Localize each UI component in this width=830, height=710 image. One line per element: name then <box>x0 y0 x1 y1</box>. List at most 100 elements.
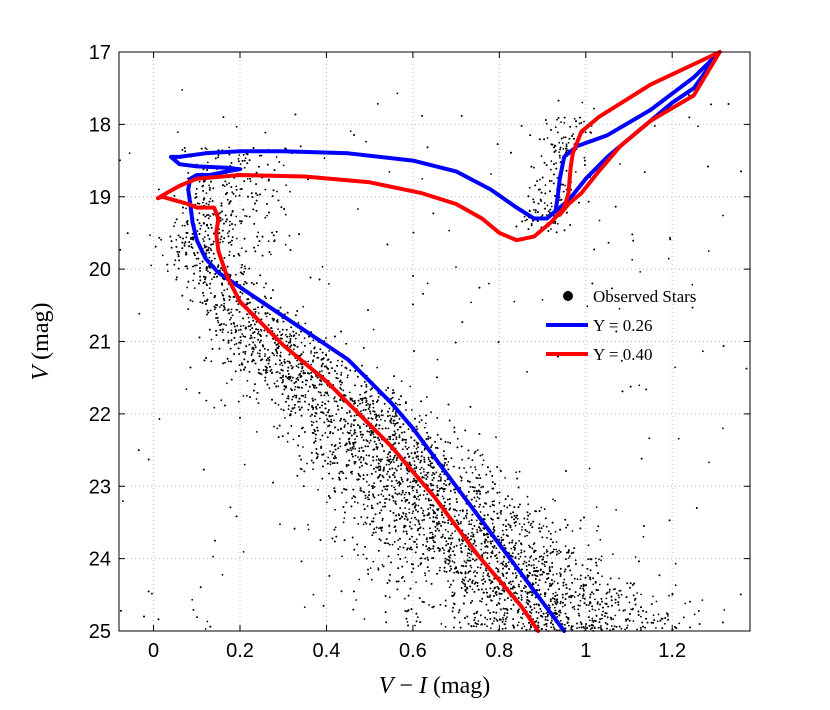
scatter-point <box>230 317 233 319</box>
scatter-point <box>397 539 399 542</box>
scatter-point <box>601 617 603 620</box>
scatter-point <box>454 515 456 518</box>
scatter-point <box>472 579 474 582</box>
scatter-point <box>465 517 468 519</box>
scatter-point <box>571 625 574 628</box>
scatter-point <box>667 615 669 617</box>
scatter-point <box>176 131 179 134</box>
scatter-point <box>181 89 184 91</box>
scatter-point <box>516 517 519 520</box>
scatter-point <box>387 479 389 481</box>
scatter-point <box>389 414 391 417</box>
scatter-point <box>302 369 305 372</box>
scatter-point <box>325 414 328 417</box>
scatter-point <box>517 621 520 624</box>
scatter-point <box>276 190 278 193</box>
scatter-point <box>328 350 330 352</box>
scatter-point <box>372 433 375 436</box>
scatter-point <box>416 443 419 446</box>
scatter-point <box>346 431 349 434</box>
scatter-point <box>352 447 354 450</box>
scatter-point <box>357 554 359 557</box>
scatter-point <box>423 456 425 459</box>
scatter-point <box>375 531 377 534</box>
scatter-point <box>448 561 451 563</box>
scatter-point <box>529 513 531 515</box>
scatter-point <box>319 438 322 441</box>
scatter-point <box>612 618 615 620</box>
scatter-point <box>588 604 590 606</box>
scatter-point <box>122 500 124 503</box>
scatter-point <box>514 572 517 575</box>
scatter-point <box>400 476 403 479</box>
scatter-point <box>224 308 226 311</box>
scatter-point <box>430 466 433 468</box>
scatter-point <box>571 530 574 532</box>
scatter-point <box>518 608 520 611</box>
scatter-point <box>354 448 357 450</box>
scatter-point <box>275 371 278 374</box>
scatter-point <box>243 463 246 466</box>
scatter-point <box>391 543 394 546</box>
scatter-point <box>302 446 304 448</box>
scatter-point <box>138 312 141 315</box>
scatter-point <box>483 623 486 626</box>
scatter-point <box>555 573 558 575</box>
scatter-point <box>412 510 414 513</box>
scatter-point <box>401 480 404 483</box>
scatter-point <box>362 423 365 426</box>
scatter-point <box>459 475 462 478</box>
scatter-point <box>430 411 432 414</box>
scatter-point <box>222 240 224 243</box>
scatter-point <box>400 468 402 470</box>
scatter-point <box>556 223 559 225</box>
scatter-point <box>362 459 365 461</box>
scatter-point <box>340 383 342 386</box>
scatter-point <box>183 242 186 245</box>
scatter-point <box>253 348 255 351</box>
scatter-point <box>294 385 297 388</box>
scatter-point <box>484 551 487 554</box>
scatter-point <box>240 222 243 225</box>
scatter-point <box>626 624 629 627</box>
scatter-point <box>403 497 406 499</box>
scatter-point <box>389 580 391 582</box>
scatter-point <box>254 308 257 310</box>
scatter-point <box>212 555 215 558</box>
scatter-point <box>518 523 521 525</box>
scatter-point <box>520 594 523 597</box>
scatter-point <box>413 460 416 462</box>
scatter-point <box>173 225 175 228</box>
scatter-point <box>292 366 294 368</box>
scatter-point <box>479 600 481 602</box>
scatter-point <box>357 208 359 210</box>
scatter-point <box>486 618 489 621</box>
scatter-point <box>385 389 388 392</box>
scatter-point <box>287 404 290 407</box>
grid <box>119 51 750 632</box>
scatter-point <box>259 328 262 331</box>
scatter-point <box>232 228 234 231</box>
scatter-point <box>457 523 460 525</box>
scatter-point <box>417 565 420 567</box>
scatter-point <box>331 414 334 417</box>
scatter-point <box>336 372 338 375</box>
scatter-point <box>226 309 229 312</box>
scatter-point <box>226 232 229 235</box>
scatter-point <box>394 530 397 533</box>
scatter-point <box>634 556 637 558</box>
scatter-point <box>353 433 355 435</box>
scatter-point <box>217 321 220 324</box>
scatter-point <box>213 308 216 311</box>
scatter-point <box>365 140 367 143</box>
scatter-point <box>223 185 226 188</box>
scatter-point <box>284 417 286 419</box>
scatter-point <box>284 213 287 216</box>
scatter-point <box>380 479 382 482</box>
scatter-point <box>624 628 626 631</box>
scatter-point <box>506 616 508 618</box>
scatter-point <box>537 560 540 563</box>
scatter-point <box>370 578 373 581</box>
scatter-point <box>702 350 704 353</box>
scatter-point <box>375 459 378 461</box>
